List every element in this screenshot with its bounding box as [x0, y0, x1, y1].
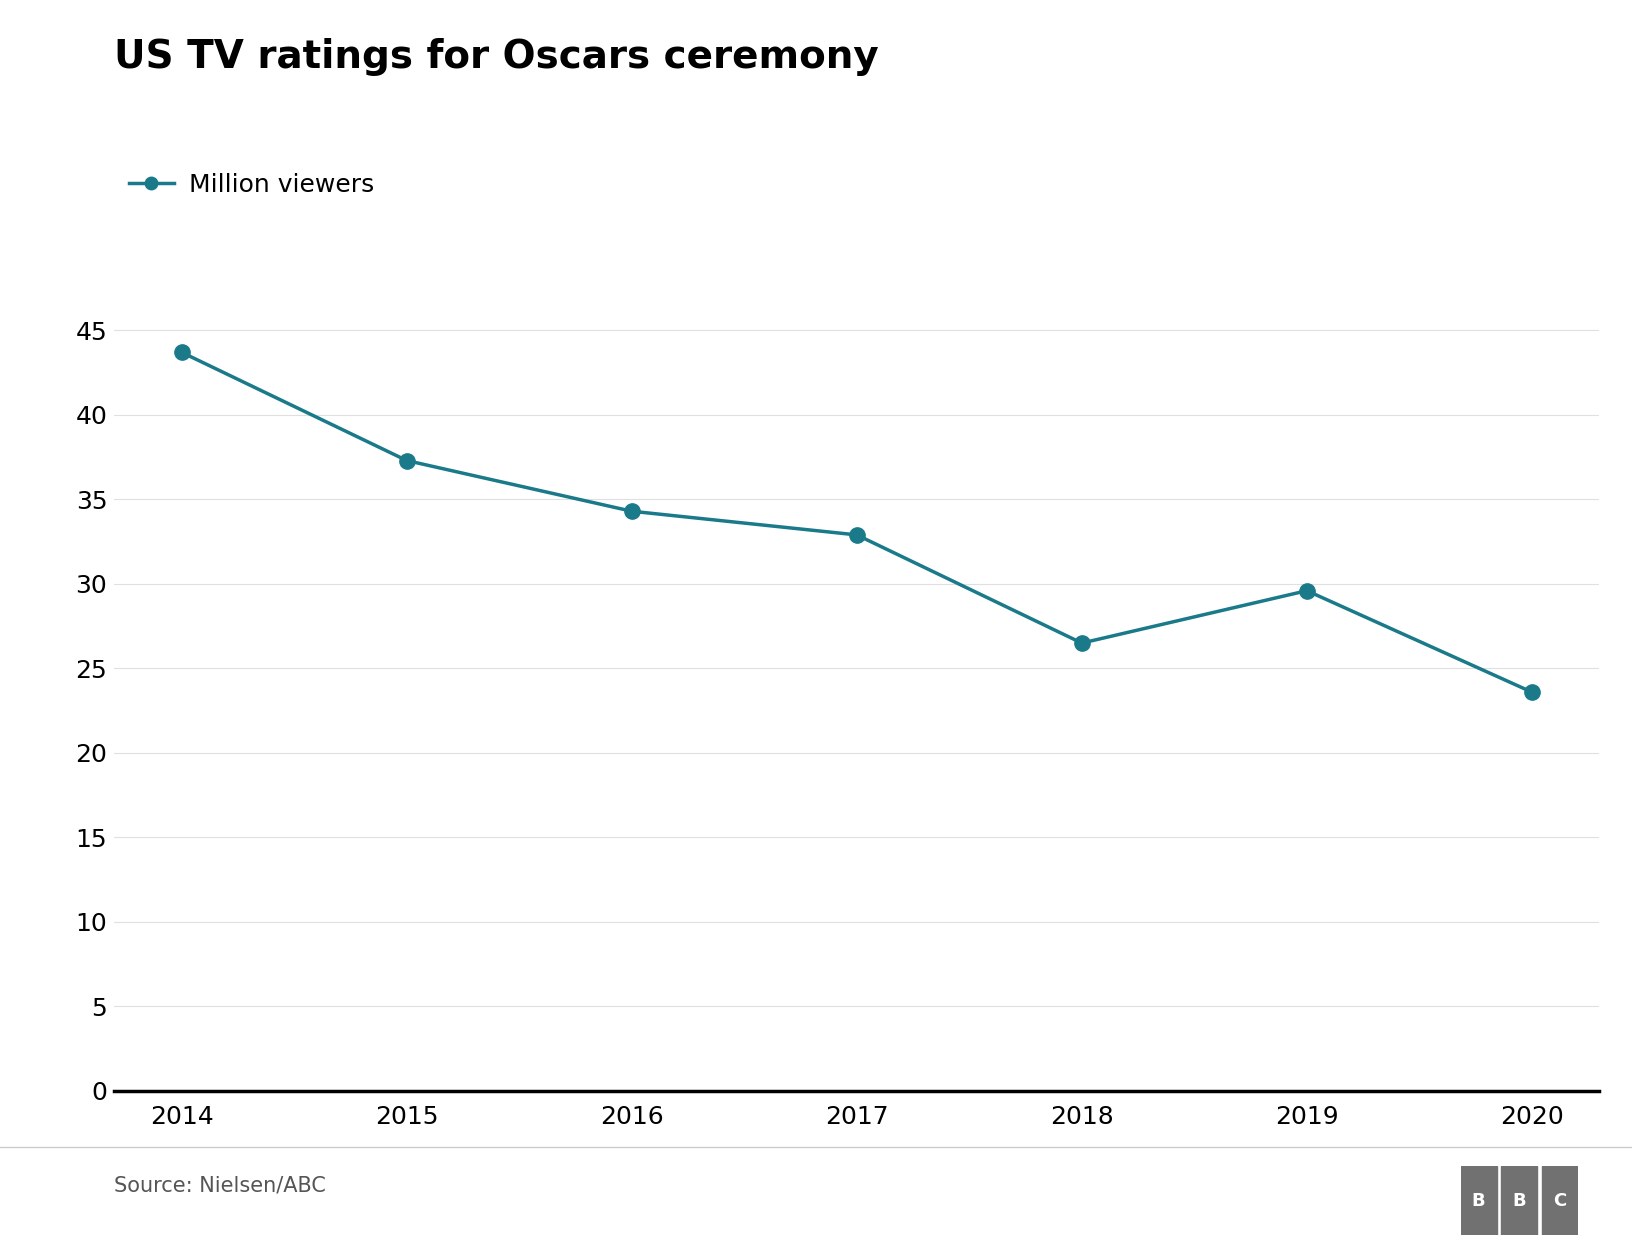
Text: B: B — [1513, 1191, 1526, 1210]
FancyBboxPatch shape — [1461, 1166, 1497, 1235]
Legend: Million viewers: Million viewers — [119, 163, 384, 207]
FancyBboxPatch shape — [1501, 1166, 1537, 1235]
FancyBboxPatch shape — [1542, 1166, 1578, 1235]
Text: US TV ratings for Oscars ceremony: US TV ratings for Oscars ceremony — [114, 38, 880, 75]
Text: C: C — [1554, 1191, 1567, 1210]
Text: Source: Nielsen/ABC: Source: Nielsen/ABC — [114, 1175, 326, 1195]
Text: B: B — [1472, 1191, 1485, 1210]
